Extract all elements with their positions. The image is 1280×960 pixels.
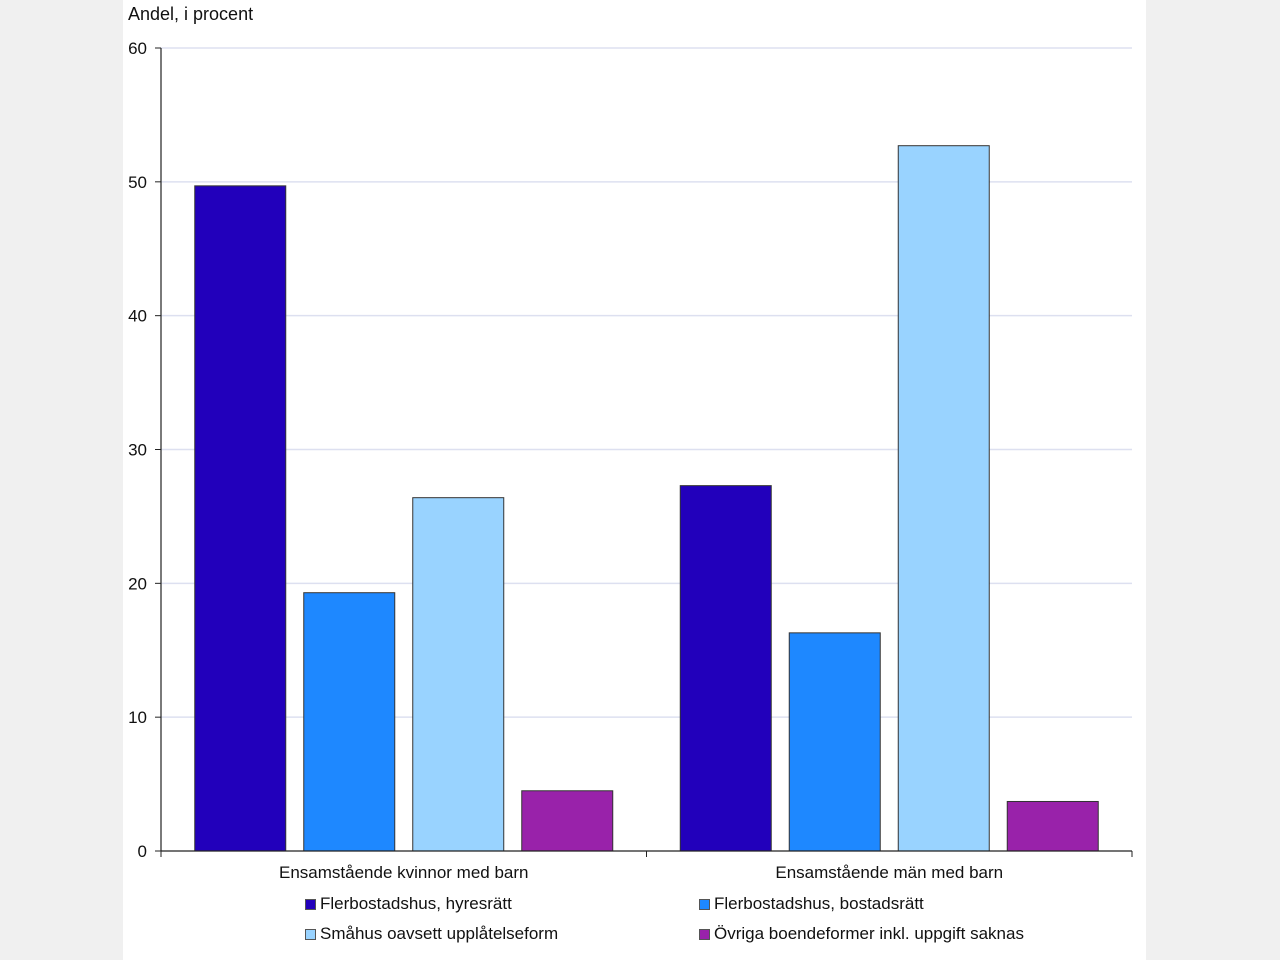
bar bbox=[521, 790, 614, 852]
bar bbox=[412, 497, 505, 852]
x-category-label: Ensamstående män med barn bbox=[775, 863, 1003, 882]
y-axis-label: Andel, i procent bbox=[128, 4, 254, 24]
bar bbox=[1006, 800, 1099, 852]
legend-swatch bbox=[305, 928, 316, 940]
y-tick-label: 50 bbox=[128, 173, 147, 192]
legend-label: Flerbostadshus, bostadsrätt bbox=[714, 894, 924, 913]
legend-swatch bbox=[305, 898, 316, 910]
bar bbox=[194, 185, 287, 852]
y-tick-label: 40 bbox=[128, 307, 147, 326]
y-tick-label: 20 bbox=[128, 574, 147, 593]
legend-item: Övriga boendeformer inkl. uppgift saknas bbox=[699, 924, 1024, 944]
bar bbox=[788, 632, 881, 852]
y-tick-label: 0 bbox=[138, 842, 147, 861]
bar bbox=[679, 485, 772, 852]
legend-swatch bbox=[699, 928, 710, 940]
bar bbox=[897, 145, 990, 852]
legend-swatch bbox=[699, 898, 710, 910]
bar bbox=[303, 592, 396, 852]
y-tick-label: 60 bbox=[128, 39, 147, 58]
legend-label: Småhus oavsett upplåtelseform bbox=[320, 924, 559, 943]
legend-label: Övriga boendeformer inkl. uppgift saknas bbox=[714, 924, 1024, 943]
y-tick-label: 10 bbox=[128, 708, 147, 727]
y-tick-label: 30 bbox=[128, 441, 147, 460]
legend-label: Flerbostadshus, hyresrätt bbox=[320, 894, 512, 913]
x-category-label: Ensamstående kvinnor med barn bbox=[279, 863, 528, 882]
legend-item: Flerbostadshus, bostadsrätt bbox=[699, 894, 924, 914]
legend-item: Småhus oavsett upplåtelseform bbox=[305, 924, 558, 944]
legend-item: Flerbostadshus, hyresrätt bbox=[305, 894, 512, 914]
